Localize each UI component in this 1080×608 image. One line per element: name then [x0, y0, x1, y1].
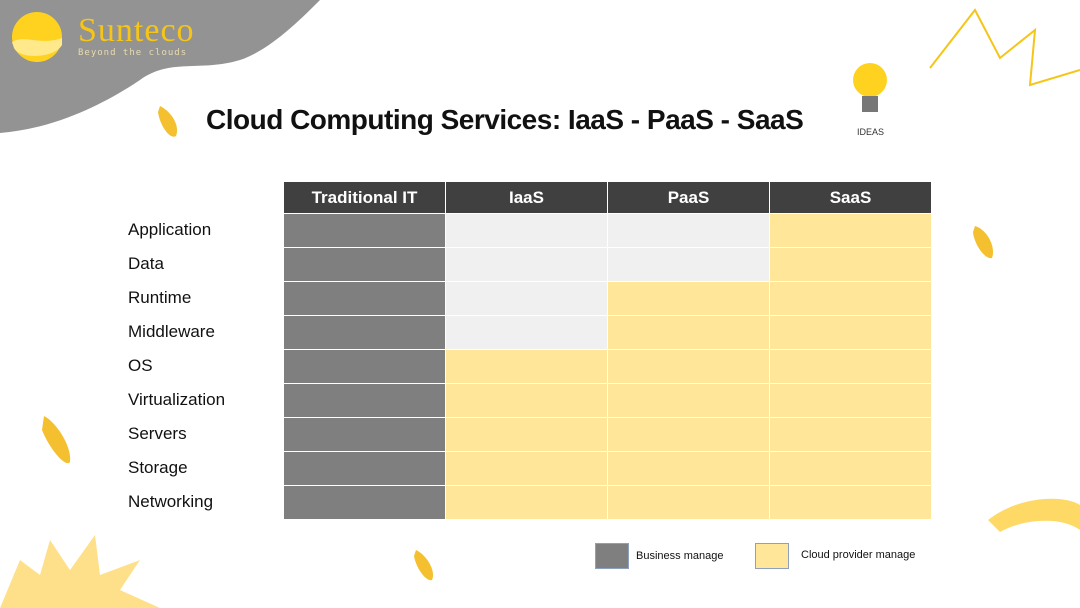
cell-provider [607, 383, 770, 418]
cell-business [283, 451, 446, 486]
service-comparison-table: Traditional IT IaaS PaaS SaaS [283, 181, 932, 520]
cell-business-light [445, 213, 608, 248]
legend-provider-label: Cloud provider manage [801, 549, 916, 561]
table-row [283, 281, 932, 316]
table-row [283, 247, 932, 282]
cell-provider [769, 213, 932, 248]
row-label: Data [128, 254, 164, 273]
cell-provider [445, 349, 608, 384]
gray-wave-shape [0, 0, 320, 133]
legend-business-swatch [595, 543, 629, 569]
brand-tagline: Beyond the clouds [78, 48, 188, 58]
cell-provider [607, 451, 770, 486]
table-row [283, 451, 932, 486]
cell-business [283, 247, 446, 282]
cell-provider [769, 349, 932, 384]
cell-business [283, 281, 446, 316]
row-label: Storage [128, 458, 188, 477]
cell-business-light [445, 247, 608, 282]
cell-provider [445, 383, 608, 418]
drop-icon [42, 416, 71, 464]
cell-provider [769, 485, 932, 520]
legend-provider-swatch [755, 543, 789, 569]
cell-provider [607, 349, 770, 384]
column-header: Traditional IT [283, 181, 446, 214]
legend-business-label: Business manage [636, 550, 724, 562]
cell-provider [769, 281, 932, 316]
sunburst-shape [0, 535, 160, 608]
cell-business [283, 213, 446, 248]
lightbulb-icon [853, 63, 887, 97]
drop-icon [973, 226, 994, 259]
table-row [283, 383, 932, 418]
column-header: SaaS [769, 181, 932, 214]
cell-business-light [607, 247, 770, 282]
table-row [283, 213, 932, 248]
row-label: Application [128, 220, 212, 239]
drop-icon [158, 106, 178, 137]
cell-provider [607, 485, 770, 520]
cell-provider [769, 383, 932, 418]
cell-provider [445, 417, 608, 452]
cell-business-light [445, 281, 608, 316]
cell-provider [769, 247, 932, 282]
cell-business-light [607, 213, 770, 248]
drop-icon [414, 550, 434, 581]
row-label: Servers [128, 424, 187, 443]
cell-provider [607, 281, 770, 316]
row-label: OS [128, 356, 153, 375]
table-row [283, 349, 932, 384]
cell-business-light [445, 315, 608, 350]
row-label: Middleware [128, 322, 215, 341]
cell-business [283, 383, 446, 418]
cell-provider [769, 451, 932, 486]
cell-provider [607, 417, 770, 452]
row-label: Networking [128, 492, 214, 511]
cell-business [283, 315, 446, 350]
zigzag-line [929, 8, 1080, 87]
cell-business [283, 349, 446, 384]
cell-provider [445, 451, 608, 486]
cell-provider [769, 315, 932, 350]
row-label: Virtualization [128, 390, 226, 409]
cell-business [283, 417, 446, 452]
ideas-label: IDEAS [857, 127, 885, 137]
cell-business [283, 485, 446, 520]
cell-provider [607, 315, 770, 350]
column-header: IaaS [445, 181, 608, 214]
page-title: Cloud Computing Services: IaaS - PaaS - … [206, 104, 804, 135]
row-label: Runtime [128, 288, 192, 307]
cell-provider [769, 417, 932, 452]
table-row [283, 315, 932, 350]
column-header: PaaS [607, 181, 770, 214]
cell-provider [445, 485, 608, 520]
table-row [283, 485, 932, 520]
arc-shape [988, 498, 1080, 532]
table-row [283, 417, 932, 452]
brand-name: Sunteco [78, 12, 195, 49]
